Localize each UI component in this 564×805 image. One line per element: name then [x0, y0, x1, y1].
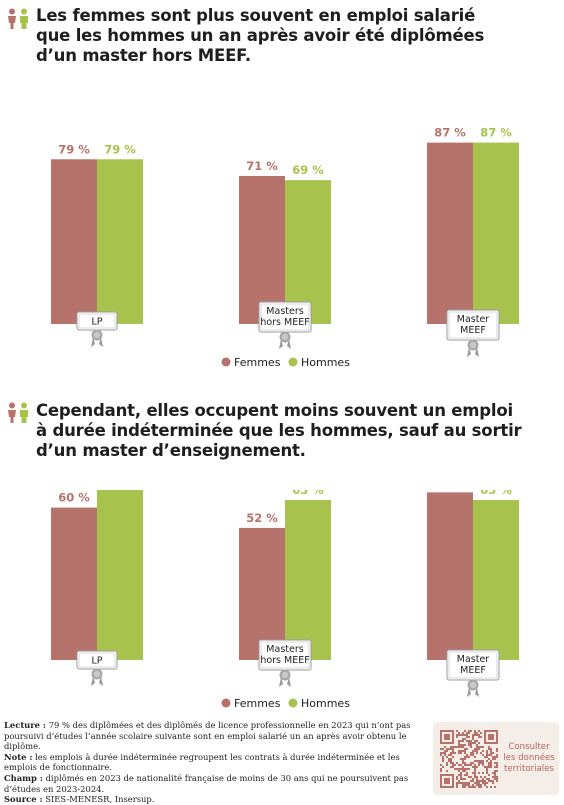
section-1-title-line: que les hommes un an après avoir été dip… — [36, 26, 485, 45]
bar-femmes-masters-hors-meef — [239, 175, 285, 324]
qr-code[interactable] — [440, 730, 498, 788]
footer-lecture-label: Lecture : — [4, 720, 47, 730]
bar-femmes-master-meef — [427, 492, 473, 660]
data-label: 52 % — [246, 511, 278, 525]
section-2-title-line: à durée indéterminée que les hommes, sau… — [36, 421, 522, 440]
category-label: MEEF — [460, 325, 486, 336]
category-badge-lp: LP — [76, 311, 118, 347]
bar-hommes-lp — [97, 490, 143, 660]
badge-inner-frame — [448, 311, 498, 339]
legend-label: Hommes — [301, 697, 350, 710]
section-2-title-line: Cependant, elles occupent moins souvent … — [36, 401, 513, 420]
footer-note: Note : les emplois à durée indéterminée … — [4, 752, 416, 773]
section-2-title: Cependant, elles occupent moins souvent … — [36, 401, 556, 461]
legend-swatch — [288, 698, 298, 708]
data-label: 60 % — [58, 491, 90, 505]
data-label: 63 % — [292, 490, 324, 497]
section-2-title-line: d’un master d’enseignement. — [36, 441, 306, 460]
bar-femmes-lp — [51, 507, 97, 660]
category-label: Master — [457, 654, 490, 665]
qr-label-line: Consulter — [508, 742, 550, 752]
footer-note-text: les emplois à durée indéterminée regroup… — [4, 751, 400, 773]
data-label: 69 % — [292, 163, 324, 177]
bar-hommes-master-meef — [473, 142, 519, 324]
qr-label-line: territoriales — [504, 764, 554, 774]
bar-femmes-masters-hors-meef — [239, 527, 285, 660]
badge-inner-frame — [78, 652, 116, 668]
medal-icon — [91, 329, 103, 347]
footer-lecture: Lecture : 79 % des diplômées et des dipl… — [4, 720, 416, 752]
qr-label-line: les données — [503, 753, 555, 763]
category-label: hors MEEF — [260, 317, 309, 328]
footer-note-label: Note : — [4, 751, 33, 762]
badge-inner-frame — [260, 303, 310, 331]
qr-label: Consulter les données territoriales — [501, 742, 557, 775]
people-icon — [8, 8, 28, 29]
legend: Femmes Hommes — [221, 356, 350, 369]
badge-inner-frame — [78, 313, 116, 329]
footer-source-label: Source : — [4, 794, 43, 805]
bar-femmes-lp — [51, 159, 97, 324]
badge-inner-frame — [260, 641, 310, 669]
footer-notes: Lecture : 79 % des diplômées et des dipl… — [4, 720, 416, 805]
section-1-title: Les femmes sont plus souvent en emploi s… — [36, 6, 556, 66]
category-badge-lp: LP — [76, 650, 118, 686]
medal-icon — [279, 331, 291, 349]
legend: Femmes Hommes — [221, 697, 350, 710]
territorial-data-link[interactable]: Consulter les données territoriales — [433, 722, 559, 795]
medal-icon — [467, 339, 479, 357]
legend-label: Femmes — [234, 356, 281, 369]
bar-femmes-master-meef — [427, 142, 473, 324]
bar-hommes-masters-hors-meef — [285, 499, 331, 660]
footer-champ: Champ : diplômés en 2023 de nationalité … — [4, 773, 416, 794]
legend-label: Hommes — [301, 356, 350, 369]
medal-icon — [91, 668, 103, 686]
footer-champ-label: Champ : — [4, 772, 43, 783]
bar-hommes-lp — [97, 159, 143, 324]
category-label: LP — [91, 317, 102, 328]
data-label: 79 % — [58, 142, 90, 156]
legend-swatch — [221, 698, 231, 708]
legend-swatch — [288, 357, 298, 367]
category-label: Master — [457, 314, 490, 325]
legend-swatch — [221, 357, 231, 367]
data-label: 63 % — [480, 490, 512, 497]
category-label: LP — [91, 656, 102, 667]
data-label: 71 % — [246, 159, 278, 173]
data-label: 79 % — [104, 142, 136, 156]
footer-champ-text: diplômés en 2023 de nationalité français… — [4, 772, 409, 794]
category-label: Masters — [266, 644, 303, 655]
category-label: hors MEEF — [260, 655, 309, 666]
section-1-title-line: d’un master hors MEEF. — [36, 46, 251, 65]
section-1-title-line: Les femmes sont plus souvent en emploi s… — [36, 6, 476, 25]
footer-source: Source : SIES-MENESR, Insersup. — [4, 794, 416, 805]
data-label: 87 % — [480, 126, 512, 140]
badge-inner-frame — [448, 651, 498, 679]
category-label: MEEF — [460, 665, 486, 676]
category-label: Masters — [266, 306, 303, 317]
people-icon — [8, 402, 28, 423]
data-label: 87 % — [434, 126, 466, 140]
medal-icon — [467, 679, 479, 697]
bar-hommes-masters-hors-meef — [285, 180, 331, 324]
footer-source-text: SIES-MENESR, Insersup. — [42, 794, 155, 805]
bar-hommes-master-meef — [473, 499, 519, 660]
footer-lecture-text: 79 % des diplômées et des diplômés de li… — [4, 720, 411, 752]
legend-label: Femmes — [234, 697, 281, 710]
medal-icon — [279, 669, 291, 687]
